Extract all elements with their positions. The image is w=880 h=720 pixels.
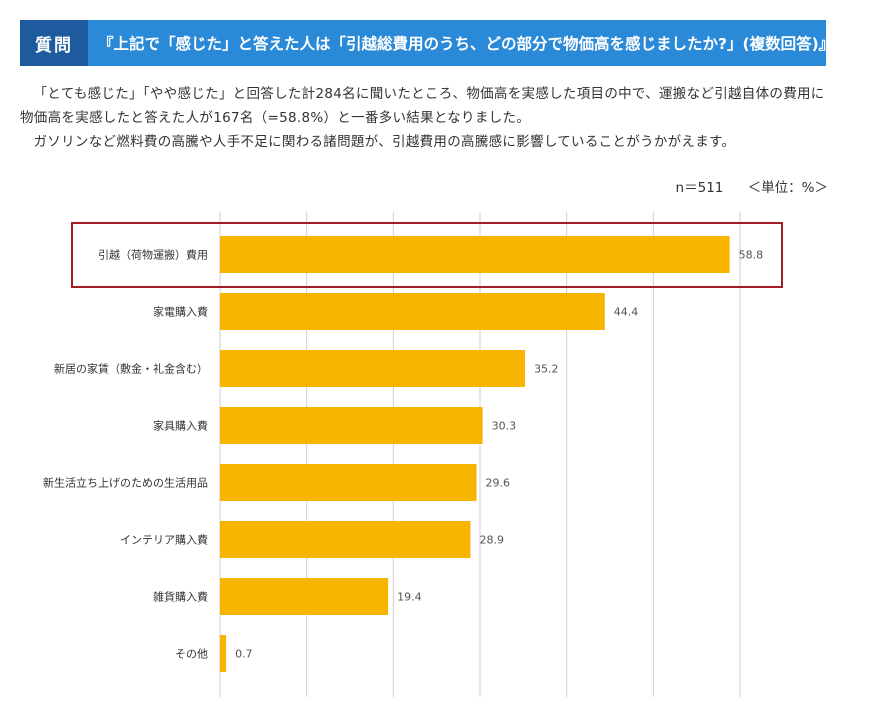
value-label: 35.2 [534, 363, 559, 376]
value-label: 29.6 [486, 477, 511, 490]
value-label: 58.8 [739, 249, 764, 262]
bar [220, 521, 471, 558]
category-label: 新生活立ち上げのための生活用品 [43, 476, 208, 490]
question-header: 質問 『上記で「感じた」と答えた人は「引越総費用のうち、どの部分で物価高を感じま… [20, 20, 826, 66]
category-label: インテリア購入費 [120, 533, 208, 547]
bar [220, 635, 227, 672]
description-paragraph-1: 「とても感じた」「やや感じた」と回答した計284名に聞いたところ、物価高を実感し… [20, 86, 825, 126]
bar [220, 407, 483, 444]
value-label: 30.3 [492, 420, 516, 433]
category-label: 雑貨購入費 [153, 590, 208, 604]
question-text: 『上記で「感じた」と答えた人は「引越総費用のうち、どの部分で物価高を感じましたか… [88, 20, 826, 66]
value-label: 28.9 [479, 534, 504, 547]
unit-label: ＜単位：%＞ [747, 180, 828, 196]
description: 「とても感じた」「やや感じた」と回答した計284名に聞いたところ、物価高を実感し… [20, 82, 832, 154]
question-badge: 質問 [20, 20, 88, 66]
chart-meta: n＝511 ＜単位：%＞ [656, 176, 828, 196]
category-label: 家具購入費 [153, 419, 208, 433]
highlight-box [71, 222, 783, 288]
category-label: 引越（荷物運搬）費用 [98, 248, 208, 262]
sample-size: n＝511 [675, 180, 724, 196]
value-label: 19.4 [397, 591, 422, 604]
bar-chart: 引越（荷物運搬）費用 58.8 家電購入費 44.4 新居の家賃（敷金・礼金含む） 35.… [43, 212, 783, 697]
bar [220, 578, 389, 615]
value-label: 44.4 [614, 306, 639, 319]
category-label: その他 [175, 648, 208, 661]
category-label: 新居の家賃（敷金・礼金含む） [54, 362, 208, 376]
description-paragraph-2: ガソリンなど燃料費の高騰や人手不足に関わる諸問題が、引越費用の高騰感に影響してい… [33, 134, 736, 150]
bar [220, 350, 526, 387]
value-label: 0.7 [235, 648, 253, 661]
bar [220, 464, 477, 501]
bar [220, 236, 730, 273]
category-label: 家電購入費 [153, 305, 208, 319]
bar [220, 293, 605, 330]
